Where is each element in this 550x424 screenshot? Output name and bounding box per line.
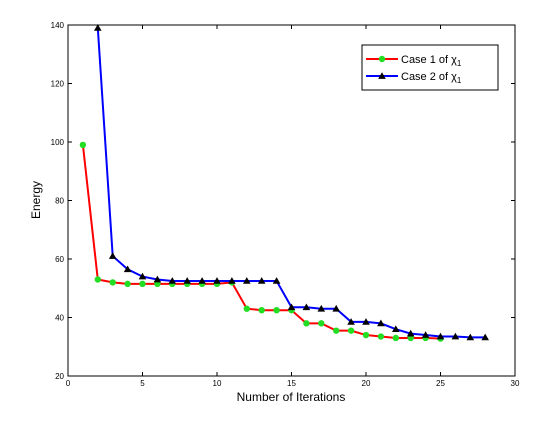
y-tick-label: 140 xyxy=(51,21,65,30)
data-point xyxy=(124,280,131,288)
x-tick-label: 0 xyxy=(66,379,71,388)
legend: Case 1 of χ1 Case 2 of χ1 xyxy=(361,44,499,91)
data-point xyxy=(451,332,460,340)
data-point xyxy=(273,306,280,314)
data-point xyxy=(287,303,296,311)
series-layer xyxy=(79,24,489,342)
data-point xyxy=(123,265,132,273)
data-point xyxy=(421,331,430,338)
x-tick-label: 20 xyxy=(362,379,371,388)
y-tick-label: 120 xyxy=(51,80,65,89)
x-tick-label: 15 xyxy=(287,379,296,388)
y-tick-label: 100 xyxy=(51,138,65,147)
axis-ticks: 0 5 10 15 20 25 30 20 40 60 80 100 120 140 xyxy=(51,21,520,388)
x-tick-label: 25 xyxy=(436,379,445,388)
data-point xyxy=(333,327,340,334)
y-tick-label: 80 xyxy=(55,197,64,206)
y-tick-label: 40 xyxy=(55,314,64,323)
data-point xyxy=(79,141,87,149)
data-point xyxy=(406,329,415,337)
data-point xyxy=(138,272,147,280)
data-point xyxy=(272,277,281,284)
x-axis-label: Number of Iterations xyxy=(237,390,346,404)
legend-item-1: Case 1 of χ1 xyxy=(366,54,462,68)
legend-label: Case 2 of χ1 xyxy=(401,71,462,85)
data-point xyxy=(302,303,311,311)
data-point xyxy=(257,277,266,284)
legend-box xyxy=(361,44,499,91)
data-point xyxy=(258,306,265,314)
data-point xyxy=(347,318,355,325)
data-point xyxy=(303,320,310,327)
x-tick-label: 10 xyxy=(213,379,222,388)
series-2 xyxy=(94,24,489,341)
data-point xyxy=(108,252,117,259)
legend-marker xyxy=(378,72,386,79)
data-point xyxy=(243,305,250,312)
data-point xyxy=(94,276,102,283)
data-point xyxy=(332,304,340,312)
data-point xyxy=(109,279,116,286)
data-point xyxy=(198,277,206,284)
data-point xyxy=(153,275,162,283)
legend-label: Case 1 of χ1 xyxy=(401,54,462,68)
data-point xyxy=(466,333,475,341)
data-point xyxy=(94,24,102,31)
data-point xyxy=(481,333,489,341)
data-point xyxy=(347,327,355,334)
data-point xyxy=(436,332,445,340)
legend-marker xyxy=(378,55,386,63)
data-point xyxy=(318,320,325,327)
data-point xyxy=(139,280,146,288)
data-point xyxy=(362,331,370,339)
data-point xyxy=(392,334,399,342)
y-tick-label: 20 xyxy=(55,372,64,381)
data-point xyxy=(228,277,236,284)
data-point xyxy=(213,277,221,284)
data-point xyxy=(168,277,177,284)
legend-item-2: Case 2 of χ1 xyxy=(366,71,462,85)
data-point xyxy=(362,318,370,325)
data-point xyxy=(377,333,385,340)
data-point xyxy=(183,277,191,284)
data-point xyxy=(317,304,326,312)
y-axis-label: Energy xyxy=(29,181,43,219)
data-point xyxy=(243,277,251,284)
y-tick-label: 60 xyxy=(55,255,64,264)
data-point xyxy=(377,319,385,327)
x-tick-label: 30 xyxy=(511,379,520,388)
x-tick-label: 5 xyxy=(140,379,145,388)
data-point xyxy=(392,325,400,333)
